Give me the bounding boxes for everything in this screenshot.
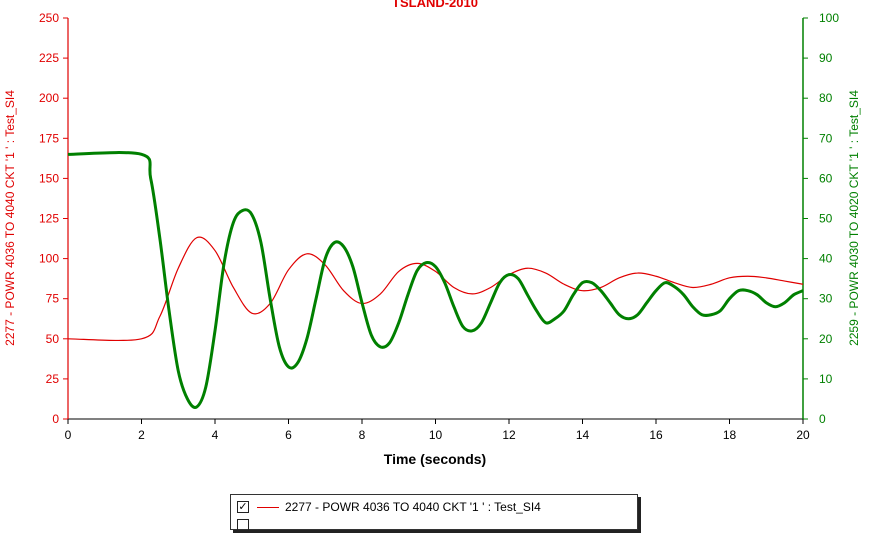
left-axis-ticks: 0 25 50 75 100 125 150 175 200 225 250 — [39, 11, 68, 426]
right-tick-label: 20 — [819, 332, 833, 346]
x-axis-ticks: 0 2 4 6 8 10 12 14 16 18 20 — [65, 419, 810, 442]
chart-legend: ✓ 2277 - POWR 4036 TO 4040 CKT '1 ' : Te… — [230, 494, 638, 533]
right-tick-label: 50 — [819, 212, 833, 226]
left-tick-label: 150 — [39, 171, 59, 185]
left-tick-label: 0 — [52, 412, 59, 426]
left-tick-label: 175 — [39, 131, 59, 145]
left-tick-label: 250 — [39, 11, 59, 25]
left-axis-label: 2277 - POWR 4036 TO 4040 CKT '1 ' : Test… — [3, 90, 17, 346]
legend-checkbox-2277[interactable]: ✓ — [237, 501, 249, 513]
series-line-2277 — [67, 236, 804, 342]
right-tick-label: 60 — [819, 171, 833, 185]
legend-item-2277[interactable]: ✓ 2277 - POWR 4036 TO 4040 CKT '1 ' : Te… — [237, 499, 541, 515]
right-tick-label: 30 — [819, 292, 833, 306]
right-tick-label: 80 — [819, 91, 833, 105]
right-tick-label: 90 — [819, 51, 833, 65]
x-tick-label: 16 — [649, 428, 663, 442]
left-tick-label: 200 — [39, 91, 59, 105]
x-tick-label: 0 — [65, 428, 72, 442]
left-tick-label: 225 — [39, 51, 59, 65]
legend-swatch-2277 — [257, 506, 279, 508]
x-tick-label: 12 — [502, 428, 516, 442]
line-chart: TSLAND-2010 0255075100125150175200225250… — [3, 0, 861, 467]
right-tick-label: 10 — [819, 372, 833, 386]
x-tick-label: 20 — [796, 428, 810, 442]
left-tick-label: 125 — [39, 212, 59, 226]
x-tick-label: 6 — [285, 428, 292, 442]
x-axis-label: Time (seconds) — [384, 451, 486, 467]
legend-checkbox-2259[interactable] — [237, 519, 249, 531]
x-tick-label: 14 — [576, 428, 590, 442]
right-tick-label: 70 — [819, 131, 833, 145]
x-tick-label: 4 — [212, 428, 219, 442]
right-tick-label: 40 — [819, 252, 833, 266]
chart-title: TSLAND-2010 — [392, 0, 478, 10]
left-tick-label: 75 — [46, 292, 60, 306]
left-tick-label: 25 — [46, 372, 60, 386]
right-tick-label: 0 — [819, 412, 826, 426]
legend-item-2259[interactable] — [237, 517, 257, 533]
x-tick-label: 2 — [138, 428, 145, 442]
left-tick-label: 100 — [39, 252, 59, 266]
right-axis-label: 2259 - POWR 4030 TO 4020 CKT '1 ' : Test… — [847, 90, 861, 346]
x-tick-label: 8 — [359, 428, 366, 442]
left-tick-label: 50 — [46, 332, 60, 346]
x-tick-label: 18 — [723, 428, 737, 442]
x-tick-label: 10 — [429, 428, 443, 442]
legend-label-2277: 2277 - POWR 4036 TO 4040 CKT '1 ' : Test… — [285, 500, 541, 514]
series-line-2259 — [67, 151, 804, 409]
right-tick-label: 100 — [819, 11, 839, 25]
right-axis-ticks: 0 10 20 30 40 50 60 70 80 90 100 — [803, 11, 839, 426]
